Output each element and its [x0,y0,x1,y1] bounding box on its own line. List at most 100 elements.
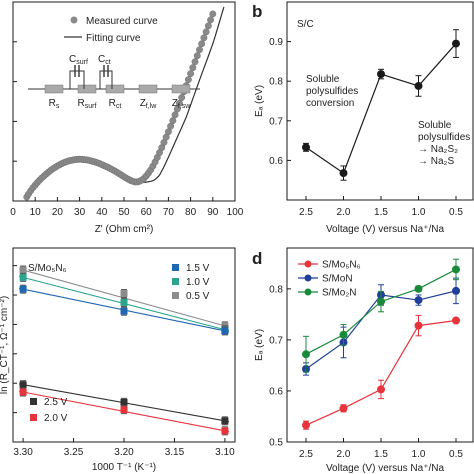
panel-c-x-tick-label: 3.10 [215,447,235,458]
circuit-element-box [171,84,191,94]
annotation-line: polysulfides [306,86,358,97]
capacitor-label-0: Csurf [69,54,88,66]
panel-b-x-tick-label: 1.0 [412,207,426,218]
panel-c-point [221,327,229,335]
circuit-element-box [138,84,158,94]
panel-c-legend-label: 2.0 V [44,413,68,424]
panel-c-x-axis-label: 1000 T⁻¹ (K⁻¹) [92,462,156,473]
circuit-label-2: Rct [109,98,122,110]
panel-a-fit-group [23,6,225,201]
annotation-line: conversion [306,98,354,109]
panel-c-point [120,290,128,298]
panel-c-legend-swatch [30,398,37,405]
panel-b-y-tick-label: 0.8 [269,77,283,88]
panel-d-point [452,316,460,325]
panel-c-y-axis-label: ln (R_CT⁻¹, Ω⁻¹ cm⁻²) [0,296,10,394]
panel-c-point [120,307,128,315]
measured-point [200,34,208,42]
panel-d-x-tick-label: 0.5 [449,449,463,460]
panel-d-point [339,404,348,413]
panel-d-label: d [252,249,262,268]
panel-d-x-tick-label: 1.0 [412,449,426,460]
panel-c-point [19,273,27,281]
panel-a-x-tick-label: 30 [74,207,86,218]
panel-d-x-tick-label: 2.5 [299,449,313,460]
panel-c-point [120,406,128,414]
panel-a-x-tick-label: 80 [185,207,197,218]
panel-d-x-axis-label: Voltage (V) versus Na⁺/Na [326,463,445,474]
panel-a-x-axis-label: Z' (Ohm cm²) [95,224,154,235]
measured-point [196,46,203,54]
panel-c-point [19,285,27,293]
panel-c-legend-label: 1.5 V [186,263,210,274]
panel-d-point [302,350,310,359]
circuit-label-4: Zf,sw [172,98,191,110]
measured-point [209,10,217,18]
circuit-label-0: Rs [49,98,60,110]
panel-d-point [302,421,310,430]
panel-a-x-tick-label: 50 [118,207,130,218]
panel-c-legend-label: 2.5 V [44,397,68,408]
panel-b-point [302,143,310,152]
panel-d-point [414,321,423,330]
panel-c-frame [12,247,236,443]
panel-c-x-tick-label: 3.15 [165,447,185,458]
circuit-branch [69,70,85,89]
panel-c-legend-swatch [172,278,179,285]
panel-a-x-tick-label: 0 [10,207,16,218]
panel-d-legend-label: S/Mo₂N [322,288,356,299]
panel-d-point [339,330,348,339]
panel-b-x-tick-label: 1.5 [374,207,388,218]
panel-b-point [377,70,385,79]
panel-d-y-tick-label: 0.6 [269,386,283,397]
circuit-label-1: Rsurf [78,98,97,110]
panel-c-point [120,298,128,306]
panel-d-legend-swatch-dot [304,288,312,296]
panel-a-x-tick-label: 100 [227,207,244,218]
panel-d-x-tick-label: 2.0 [337,449,351,460]
panel-b-frame [286,1,474,201]
annotation-line: Soluble [306,74,340,85]
measured-point [189,64,197,72]
measured-point [184,76,192,84]
panel-d-legend-swatch-dot [304,260,312,268]
panel-c-legend-swatch [172,264,179,271]
panel-a-x-tick-label: 10 [30,207,42,218]
panel-c-legend-label: 0.5 V [186,291,210,302]
panel-a-x-tick-label: 60 [141,207,153,218]
capacitor-label-1: Cct [98,54,111,66]
panel-b-y-tick-label: 0.9 [269,37,283,48]
panel-a-frame [12,1,236,202]
panel-b-x-tick-label: 0.5 [449,207,463,218]
panel-d-series-line [305,319,457,426]
panel-a-x-tick-label: 20 [52,207,64,218]
panel-b-title: S/C [297,19,314,30]
measured-point [193,52,201,60]
panel-c-x-tick-label: 3.30 [13,447,33,458]
panel-c-point [19,266,27,274]
panel-d-point [377,385,385,394]
measured-point [202,28,210,36]
legend-measured-marker [70,16,78,24]
annotation-line: → Na₂S [418,156,454,167]
panel-b-y-tick-label: 0.6 [269,156,283,167]
measured-point [207,16,215,24]
panel-d-legend-swatch-dot [304,274,312,282]
panel-c-title: S/Mo₅N₆ [28,263,67,274]
panel-b-point [452,39,460,48]
panel-b-point [339,169,348,178]
annotation-line: Soluble [418,120,452,131]
measured-point [204,22,212,30]
legend-fitting-label: Fitting curve [86,33,141,44]
panel-c-point [120,398,128,406]
annotation-line: polysulfides [418,132,470,143]
measured-point [187,70,195,78]
panel-d-y-axis-label: Eₐ (eV) [254,329,265,361]
panel-c-legend-label: 1.0 V [186,277,210,288]
panel-d-legend-label: S/Mo₅N₆ [322,260,361,271]
circuit-label-3: Zf,lw [140,98,158,110]
measured-point [178,94,186,101]
panel-d-point [452,286,460,295]
panel-a-x-tick-label: 40 [96,207,108,218]
